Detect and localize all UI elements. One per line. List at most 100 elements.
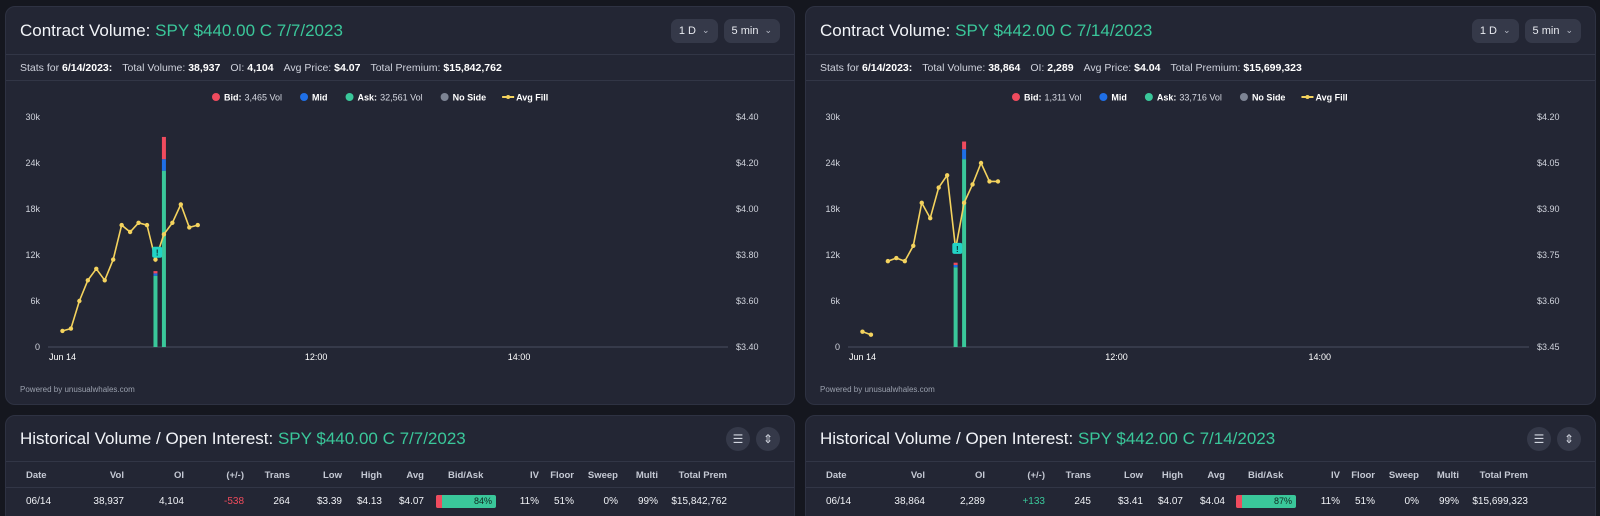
column-header[interactable]: Total Prem — [1479, 470, 1528, 481]
legend-item-bid[interactable]: Bid: 1,311 Vol — [1012, 93, 1081, 103]
avg-fill-point[interactable] — [860, 329, 865, 334]
avg-fill-point[interactable] — [170, 220, 175, 225]
column-header[interactable]: (+/-) — [226, 470, 244, 481]
volume-bar-ask[interactable] — [153, 275, 158, 347]
table-row[interactable]: 06/14 38,937 4,104 -538 264 $3.39 $4.13 $4.07 84… — [6, 488, 794, 514]
avg-fill-point[interactable] — [161, 232, 167, 237]
volume-bar-mid[interactable] — [153, 273, 158, 276]
volume-bar-bid[interactable] — [953, 262, 958, 265]
volume-bar-ask[interactable] — [953, 267, 958, 347]
legend-item-mid[interactable]: Mid — [1099, 93, 1127, 103]
column-header[interactable]: Multi — [1436, 470, 1459, 481]
avg-fill-point[interactable] — [187, 225, 192, 230]
column-header[interactable]: Trans — [1065, 470, 1091, 481]
avg-fill-point[interactable] — [178, 202, 184, 207]
legend-item-no-side[interactable]: No Side — [1239, 93, 1286, 103]
column-header[interactable]: (+/-) — [1027, 470, 1045, 481]
legend-item-mid[interactable]: Mid — [300, 93, 328, 103]
column-header[interactable]: Floor — [1351, 470, 1375, 481]
avg-fill-point[interactable] — [144, 222, 150, 228]
avg-fill-point[interactable] — [894, 255, 899, 261]
column-header[interactable]: Sweep — [1388, 470, 1419, 481]
column-header[interactable]: Bid/Ask — [1248, 470, 1284, 481]
table-row[interactable]: 06/14 38,864 2,289 +133 245 $3.41 $4.07 $4.04 87… — [806, 488, 1595, 514]
interval-dropdown[interactable]: 5 min ⌄ — [1524, 18, 1581, 43]
column-header[interactable]: Floor — [550, 470, 574, 481]
column-header[interactable]: Trans — [264, 470, 290, 481]
cell-multi: 99% — [1438, 496, 1459, 507]
column-header[interactable]: Avg — [406, 470, 424, 481]
volume-bar-mid[interactable] — [953, 264, 958, 268]
column-header[interactable]: IV — [1331, 470, 1340, 481]
volume-bar-bid[interactable] — [153, 271, 158, 274]
avg-fill-point[interactable] — [68, 326, 74, 331]
volume-bar-bid[interactable] — [161, 136, 166, 160]
column-header[interactable]: OI — [173, 470, 184, 481]
column-header[interactable]: IV — [530, 470, 539, 481]
column-header[interactable]: Sweep — [587, 470, 618, 481]
alert-marker[interactable]: ! — [952, 242, 963, 254]
filter-sliders-icon[interactable]: ☰ — [726, 426, 750, 451]
avg-fill-point[interactable] — [102, 278, 107, 283]
volume-bar-ask[interactable] — [161, 170, 166, 347]
filter-sliders-icon[interactable]: ☰ — [1527, 426, 1551, 451]
column-header[interactable]: Bid/Ask — [448, 470, 484, 481]
column-header[interactable]: Multi — [635, 470, 658, 481]
range-dropdown[interactable]: 1 D ⌄ — [1471, 18, 1519, 43]
column-header[interactable]: Vol — [109, 470, 124, 481]
avg-fill-point[interactable] — [928, 216, 933, 221]
avg-fill-point[interactable] — [868, 332, 874, 337]
avg-fill-point[interactable] — [911, 243, 916, 248]
volume-bar-mid[interactable] — [962, 149, 967, 160]
column-header[interactable]: OI — [974, 470, 985, 481]
avg-fill-point[interactable] — [60, 328, 65, 334]
avg-fill-point[interactable] — [77, 298, 82, 304]
avg-fill-point[interactable] — [127, 229, 133, 235]
legend-item-ask[interactable]: Ask: 32,561 Vol — [345, 93, 423, 103]
column-header[interactable]: Avg — [1207, 470, 1225, 481]
column-header[interactable]: High — [360, 470, 382, 481]
avg-fill-point[interactable] — [987, 179, 992, 184]
avg-fill-point[interactable] — [961, 200, 967, 206]
avg-fill-point[interactable] — [136, 220, 141, 225]
avg-fill-point[interactable] — [195, 222, 200, 228]
legend-swatch — [1099, 93, 1108, 101]
avg-fill-point[interactable] — [995, 179, 1001, 184]
avg-fill-point[interactable] — [94, 266, 99, 271]
column-header[interactable]: Low — [323, 470, 342, 481]
avg-fill-point[interactable] — [919, 200, 924, 206]
volume-bar-bid[interactable] — [962, 141, 967, 150]
column-header[interactable]: Total Prem — [678, 470, 727, 481]
legend-item-no-side[interactable]: No Side — [440, 93, 487, 103]
volume-bar-ask[interactable] — [962, 159, 967, 347]
legend-swatch — [345, 93, 354, 101]
column-header[interactable]: Low — [1124, 470, 1143, 481]
column-header[interactable]: Vol — [910, 470, 925, 481]
avg-fill-point[interactable] — [119, 222, 124, 228]
avg-fill-point[interactable] — [978, 160, 984, 166]
legend-item-avg-fill[interactable]: Avg Fill — [1301, 93, 1348, 103]
expand-icon[interactable]: ⇕ — [756, 426, 780, 451]
avg-fill-point[interactable] — [944, 173, 950, 178]
range-dropdown[interactable]: 1 D ⌄ — [670, 18, 718, 43]
legend-item-ask[interactable]: Ask: 33,716 Vol — [1144, 93, 1222, 103]
avg-fill-point[interactable] — [902, 258, 908, 264]
expand-icon[interactable]: ⇕ — [1557, 426, 1581, 451]
contract-label: SPY $440.00 C 7/7/2023 — [155, 20, 343, 40]
volume-chart[interactable]: Bid: 1,311 Vol Mid Ask: 33,716 Vol No Side Avg… — [806, 83, 1596, 383]
avg-fill-point[interactable] — [936, 185, 941, 190]
column-header[interactable]: Date — [826, 470, 847, 481]
legend-item-bid[interactable]: Bid: 3,465 Vol — [212, 93, 282, 103]
avg-fill-point[interactable] — [970, 182, 975, 187]
avg-fill-point[interactable] — [153, 257, 158, 262]
column-header[interactable]: Date — [26, 470, 47, 481]
column-header[interactable]: High — [1161, 470, 1183, 481]
alert-marker[interactable]: ! — [152, 246, 163, 258]
avg-fill-point[interactable] — [110, 257, 116, 262]
volume-chart[interactable]: Bid: 3,465 Vol Mid Ask: 32,561 Vol No Side Avg… — [6, 83, 795, 383]
legend-item-avg-fill[interactable]: Avg Fill — [502, 93, 548, 103]
avg-fill-point[interactable] — [885, 258, 891, 264]
avg-fill-point[interactable] — [85, 278, 91, 283]
interval-dropdown[interactable]: 5 min ⌄ — [723, 18, 780, 43]
volume-bar-mid[interactable] — [161, 159, 166, 171]
